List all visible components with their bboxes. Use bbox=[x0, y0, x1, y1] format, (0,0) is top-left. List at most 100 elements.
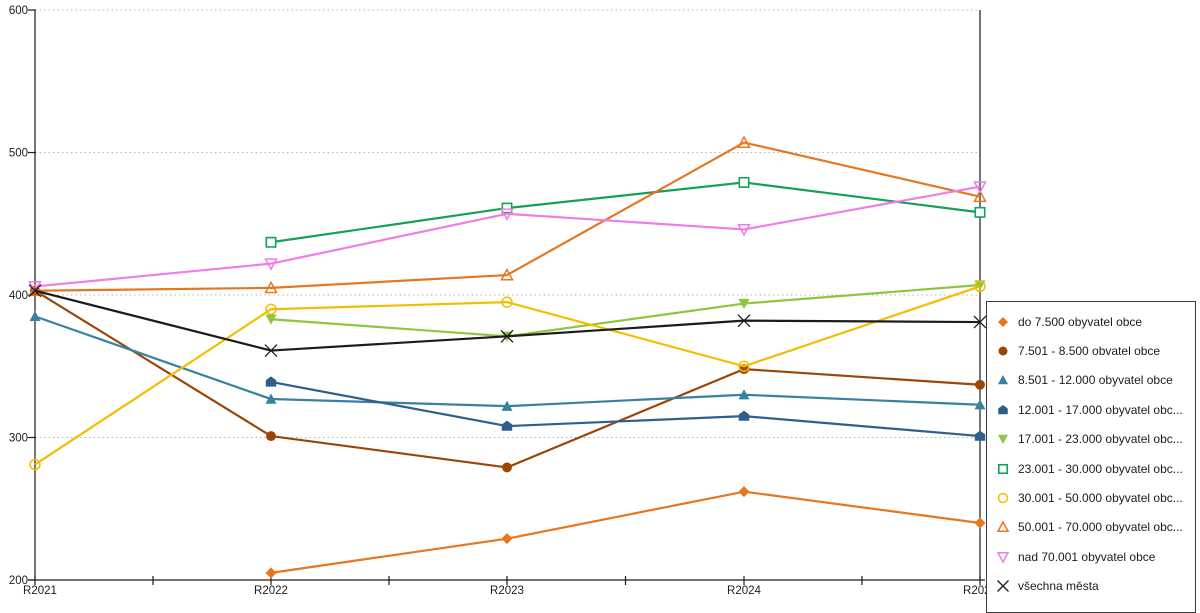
triangle-down-marker-icon bbox=[738, 298, 750, 310]
circle-marker-icon bbox=[266, 431, 276, 442]
diamond-icon bbox=[998, 316, 1008, 327]
pentagon-marker-icon bbox=[501, 420, 513, 431]
legend-item-4: 17.001 - 23.000 obyvatel obc... bbox=[987, 425, 1195, 454]
circle-icon bbox=[997, 492, 1009, 504]
x-tick-label: R2021 bbox=[23, 585, 57, 597]
circle-marker-icon bbox=[501, 296, 513, 308]
triangle-down-icon bbox=[998, 435, 1008, 445]
triangle-down-marker-icon bbox=[500, 208, 514, 221]
series-9 bbox=[28, 284, 987, 358]
legend-label: 23.001 - 30.000 obyvatel obc... bbox=[1018, 461, 1183, 476]
series-line bbox=[34, 285, 981, 466]
legend-label: 7.501 - 8.500 obvatel obce bbox=[1018, 344, 1161, 359]
legend-label: všechna města bbox=[1018, 579, 1099, 594]
legend-item-6: 30.001 - 50.000 obyvatel obc... bbox=[987, 483, 1195, 512]
triangle-up-marker-icon bbox=[974, 399, 986, 410]
series-line bbox=[270, 490, 981, 574]
legend-item-1: 7.501 - 8.500 obvatel obce bbox=[987, 336, 1195, 365]
legend-item-3: 12.001 - 17.000 obyvatel obc... bbox=[987, 395, 1195, 424]
diamond-marker-icon bbox=[974, 517, 986, 529]
series-6 bbox=[29, 280, 986, 471]
series-1 bbox=[30, 285, 985, 473]
triangle-down-icon bbox=[996, 551, 1010, 564]
circle-marker-icon bbox=[998, 346, 1008, 356]
y-tick-label: 200 bbox=[9, 575, 28, 587]
triangle-up-marker-icon bbox=[264, 280, 278, 294]
triangle-up-marker-icon bbox=[265, 393, 277, 404]
legend-item-2: 8.501 - 12.000 obyvatel obce bbox=[987, 366, 1195, 395]
legend-label: 17.001 - 23.000 obyvatel obc... bbox=[1018, 432, 1183, 447]
x-tick-label: R2024 bbox=[727, 585, 761, 597]
y-tick-label: 400 bbox=[9, 290, 28, 302]
legend-label: 50.001 - 70.000 obyvatel obc... bbox=[1018, 520, 1183, 535]
triangle-up-marker-icon bbox=[738, 389, 750, 400]
triangle-down-marker-icon bbox=[264, 258, 278, 271]
x-tick-label: R2023 bbox=[490, 585, 524, 597]
diamond-marker-icon bbox=[998, 316, 1008, 327]
square-icon bbox=[997, 463, 1009, 474]
y-tick-label: 300 bbox=[9, 433, 28, 445]
circle-marker-icon bbox=[265, 303, 277, 315]
x-marker-icon bbox=[264, 344, 278, 358]
pentagon-marker-icon bbox=[738, 410, 750, 421]
triangle-down-marker-icon bbox=[265, 314, 277, 325]
diamond-marker-icon bbox=[265, 567, 277, 579]
series-line bbox=[34, 141, 981, 292]
x-marker-icon bbox=[973, 315, 987, 329]
diamond-marker-icon bbox=[501, 533, 513, 545]
square-marker-icon bbox=[997, 463, 1009, 474]
circle-marker-icon bbox=[975, 379, 985, 390]
series-line bbox=[34, 289, 981, 469]
square-marker-icon bbox=[738, 176, 750, 188]
series-4 bbox=[265, 280, 986, 342]
triangle-up-marker-icon bbox=[501, 400, 513, 411]
triangle-down-marker-icon bbox=[998, 435, 1008, 445]
series-2 bbox=[29, 310, 986, 411]
pentagon-icon bbox=[998, 404, 1008, 415]
triangle-down-marker-icon bbox=[996, 551, 1010, 564]
series-line bbox=[34, 289, 981, 352]
legend-item-5: 23.001 - 30.000 obyvatel obc... bbox=[987, 454, 1195, 483]
series-8 bbox=[28, 181, 987, 294]
circle-marker-icon bbox=[29, 458, 41, 471]
diamond-marker-icon bbox=[738, 486, 750, 498]
circle-marker-icon bbox=[974, 280, 986, 293]
legend-label: 8.501 - 12.000 obyvatel obce bbox=[1018, 373, 1173, 388]
legend-label: do 7.500 obyvatel obce bbox=[1018, 314, 1143, 329]
triangle-up-marker-icon bbox=[29, 310, 41, 322]
series-line bbox=[270, 380, 981, 438]
triangle-up-marker-icon bbox=[996, 520, 1010, 533]
circle-marker-icon bbox=[997, 492, 1009, 504]
triangle-down-marker-icon bbox=[973, 181, 987, 194]
legend-item-7: 50.001 - 70.000 obyvatel obc... bbox=[987, 513, 1195, 542]
series-line bbox=[34, 185, 981, 288]
triangle-up-marker-icon bbox=[973, 189, 987, 203]
series-0 bbox=[265, 486, 986, 579]
legend: do 7.500 obyvatel obce 7.501 - 8.500 obva… bbox=[986, 301, 1196, 613]
series-5 bbox=[265, 176, 986, 248]
x-icon bbox=[997, 580, 1009, 593]
circle-marker-icon bbox=[502, 462, 512, 473]
square-marker-icon bbox=[974, 206, 986, 218]
square-marker-icon bbox=[501, 202, 513, 214]
x-marker-icon bbox=[997, 580, 1009, 593]
series-3 bbox=[265, 376, 986, 441]
legend-label: 12.001 - 17.000 obyvatel obc... bbox=[1018, 402, 1183, 417]
x-marker-icon bbox=[500, 329, 514, 343]
pentagon-marker-icon bbox=[974, 430, 986, 441]
circle-icon bbox=[998, 346, 1008, 356]
y-tick-label: 500 bbox=[9, 148, 28, 160]
x-tick-label: R2022 bbox=[254, 585, 288, 597]
pentagon-marker-icon bbox=[265, 376, 277, 387]
triangle-up-marker-icon bbox=[500, 267, 514, 281]
triangle-up-marker-icon bbox=[737, 135, 751, 148]
series-line bbox=[34, 315, 981, 408]
square-marker-icon bbox=[265, 236, 277, 248]
triangle-down-marker-icon bbox=[737, 224, 751, 237]
legend-item-9: všechna města bbox=[987, 572, 1195, 601]
triangle-up-icon bbox=[996, 520, 1010, 533]
y-tick-label: 600 bbox=[9, 5, 28, 17]
series-line bbox=[270, 283, 981, 338]
legend-item-8: nad 70.001 obyvatel obce bbox=[987, 542, 1195, 571]
